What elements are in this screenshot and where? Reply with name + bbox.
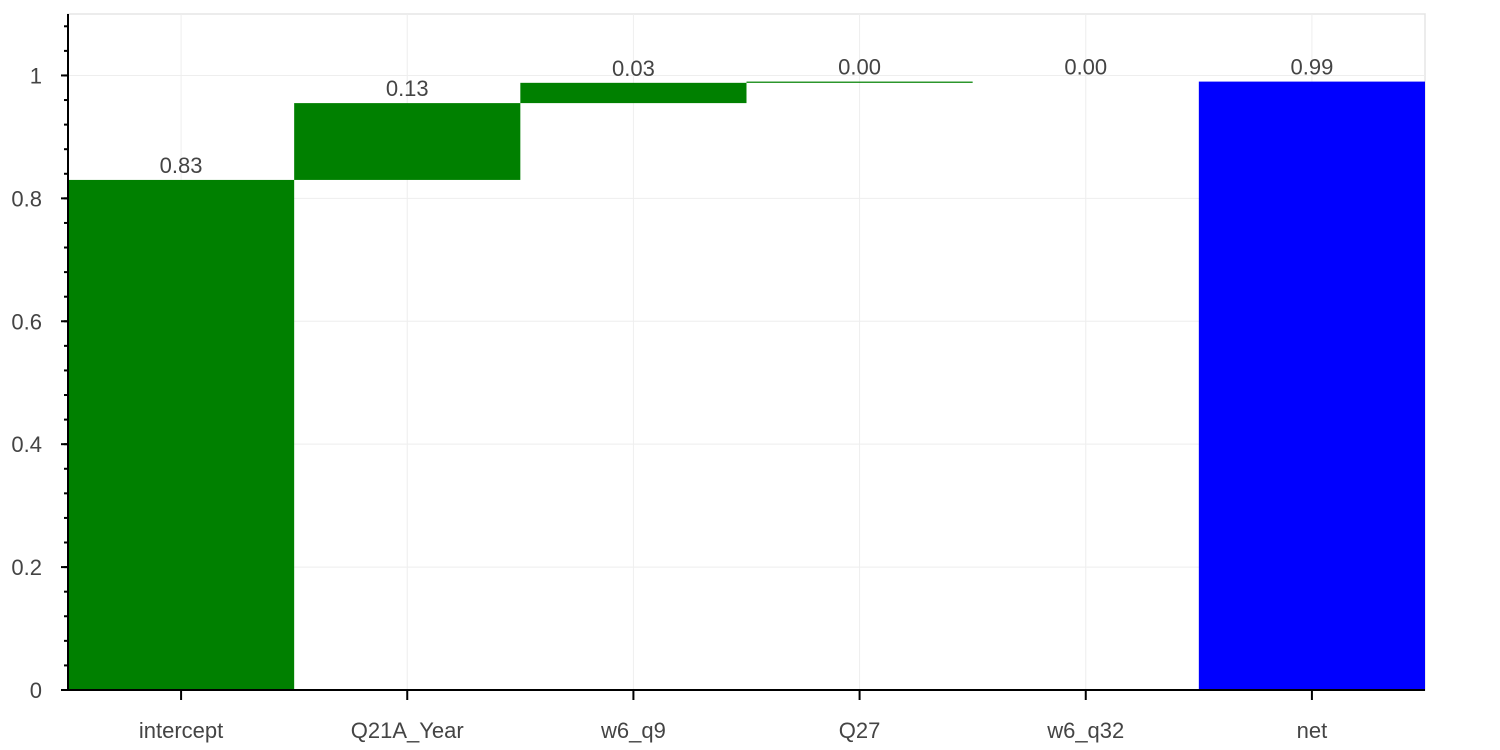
- x-tick-label: intercept: [139, 718, 223, 743]
- bar-net: [1198, 81, 1425, 691]
- data-label-intercept: 0.83: [160, 153, 203, 178]
- y-tick-label: 1: [30, 63, 42, 88]
- y-tick-label: 0.6: [11, 309, 42, 334]
- data-label-Q27: 0.00: [838, 55, 881, 80]
- bar-Q27: [746, 81, 973, 83]
- bar-Q21A_Year: [294, 103, 521, 180]
- y-tick-label: 0.2: [11, 555, 42, 580]
- bar-intercept: [68, 179, 295, 690]
- bars: [68, 81, 1425, 691]
- x-tick-label: net: [1297, 718, 1328, 743]
- data-label-Q21A_Year: 0.13: [386, 76, 429, 101]
- x-tick-label: w6_q32: [1046, 718, 1124, 743]
- data-labels: 0.83 0.13 0.03 0.00 0.00 0.99: [160, 55, 1334, 178]
- y-ticks: 0 0.2 0.4 0.6 0.8 1: [11, 25, 69, 703]
- data-label-w6_q9: 0.03: [612, 56, 655, 81]
- bar-w6_q9: [520, 82, 747, 104]
- x-tick-label: w6_q9: [600, 718, 666, 743]
- data-label-net: 0.99: [1291, 55, 1334, 80]
- x-tick-label: Q21A_Year: [351, 718, 464, 743]
- y-tick-label: 0: [30, 678, 42, 703]
- data-label-w6_q32: 0.00: [1064, 55, 1107, 80]
- x-ticks: intercept Q21A_Year w6_q9 Q27 w6_q32 net: [139, 690, 1327, 743]
- y-tick-label: 0.8: [11, 186, 42, 211]
- x-tick-label: Q27: [839, 718, 881, 743]
- y-tick-label: 0.4: [11, 432, 42, 457]
